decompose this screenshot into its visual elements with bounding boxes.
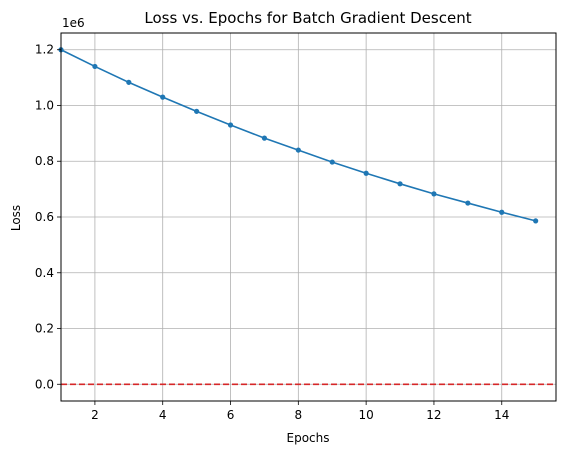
x-tick-label: 14 [494,408,509,422]
loss-point [363,170,369,176]
y-tick-label: 0.2 [35,322,54,336]
y-axis-offset-label: 1e6 [62,16,85,30]
x-tick-label: 10 [358,408,373,422]
loss-point [465,200,471,206]
series-layer [58,47,539,224]
x-axis-ticks: 2 4 6 8 10 12 14 [91,401,509,422]
loss-point [533,218,539,224]
y-tick-label: 0.0 [35,377,54,391]
loss-point [126,79,132,85]
x-tick-label: 4 [159,408,167,422]
y-tick-label: 1.2 [35,43,54,57]
loss-point [227,122,234,128]
x-tick-label: 6 [227,408,235,422]
loss-point [329,159,335,165]
y-axis-label: Loss [9,205,23,231]
loss-point [160,94,166,100]
x-tick-label: 12 [426,408,441,422]
y-tick-label: 0.4 [35,266,54,280]
x-tick-label: 2 [91,408,99,422]
y-tick-label: 1.0 [35,98,54,112]
loss-point [397,181,403,187]
loss-point [261,135,268,141]
loss-point [92,63,98,70]
grid [61,33,556,401]
loss-point [194,108,200,114]
loss-point [499,209,505,215]
x-axis-label: Epochs [287,431,330,445]
y-tick-label: 0.6 [35,210,54,224]
y-tick-label: 0.8 [35,154,54,168]
y-axis-ticks: 0.0 0.2 0.4 0.6 0.8 1.0 1.2 [35,43,61,391]
loss-point [295,147,301,153]
chart-title: Loss vs. Epochs for Batch Gradient Desce… [144,9,471,27]
loss-point [431,191,437,197]
x-tick-label: 8 [295,408,303,422]
